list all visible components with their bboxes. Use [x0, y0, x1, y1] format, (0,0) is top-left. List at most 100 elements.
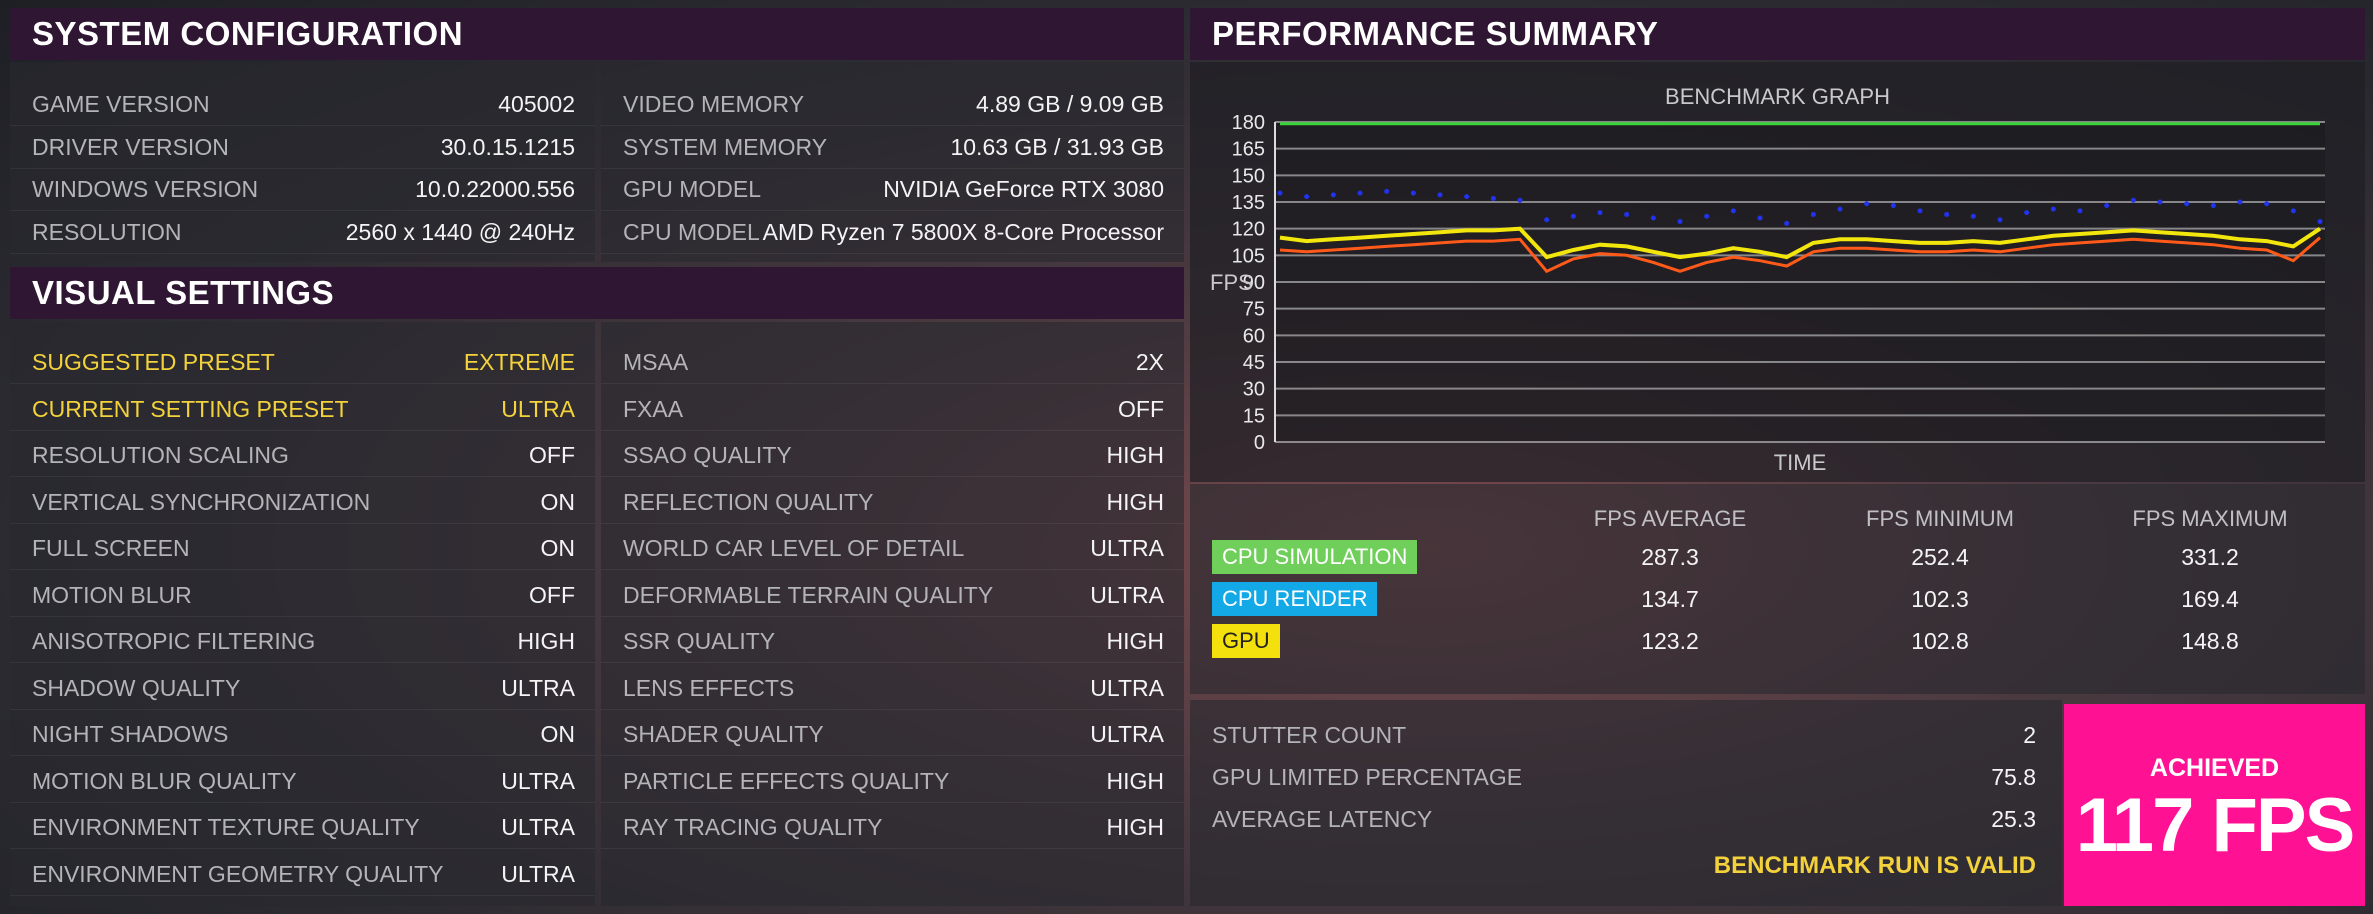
stat-value: 123.2: [1641, 628, 1699, 654]
setting-value: ON: [540, 535, 576, 561]
setting-label: PARTICLE EFFECTS QUALITY: [623, 767, 950, 794]
setting-label: FXAA: [623, 395, 684, 422]
summary-value: 2: [2023, 721, 2036, 748]
cpu-render-point: [1837, 206, 1843, 212]
stat-value: 169.4: [2181, 586, 2239, 612]
summary-label: GPU LIMITED PERCENTAGE: [1212, 763, 1523, 790]
achieved-label: ACHIEVED: [2149, 754, 2280, 782]
stat-value: 102.3: [1911, 586, 1969, 612]
setting-value: HIGH: [1106, 628, 1165, 654]
y-tick-label: 105: [1232, 245, 1265, 267]
x-axis-label: TIME: [1774, 450, 1827, 475]
cpu-render-point: [1277, 190, 1283, 196]
setting-label: MSAA: [623, 349, 689, 375]
setting-row: VERTICAL SYNCHRONIZATION ON: [10, 482, 595, 524]
visual-settings-header: VISUAL SETTINGS: [10, 267, 1184, 319]
cpu-render-point: [1944, 211, 1950, 217]
cpu-render-point: [2130, 197, 2136, 203]
stat-value: 287.3: [1641, 544, 1699, 570]
setting-row: PARTICLE EFFECTS QUALITY HIGH: [601, 761, 1184, 803]
benchmark-valid-text: BENCHMARK RUN IS VALID: [1713, 852, 2036, 879]
cpu-render-point: [2237, 199, 2243, 205]
setting-value: OFF: [1118, 395, 1164, 422]
setting-value: HIGH: [1106, 488, 1165, 515]
setting-row: WINDOWS VERSION 10.0.22000.556: [10, 169, 595, 211]
setting-value: 4.89 GB / 9.09 GB: [976, 91, 1164, 117]
setting-label: MOTION BLUR: [32, 581, 192, 608]
setting-label: MOTION BLUR QUALITY: [32, 767, 297, 794]
y-tick-label: 0: [1254, 432, 1265, 454]
visual-settings-left-panel: SUGGESTED PRESET EXTREME CURRENT SETTING P…: [10, 322, 595, 906]
run-summary-panel: STUTTER COUNT 2 GPU LIMITED PERCENTAGE 7…: [1190, 700, 2062, 906]
cpu-render-point: [1810, 211, 1816, 217]
setting-label: ANISOTROPIC FILTERING: [32, 628, 316, 654]
setting-row: GAME VERSION 405002: [10, 84, 595, 126]
setting-label: VIDEO MEMORY: [623, 91, 805, 117]
achieved-fps-badge: ACHIEVED 117 FPS: [2064, 704, 2365, 906]
cpu-render-point: [1784, 220, 1790, 226]
setting-label: CURRENT SETTING PRESET: [32, 395, 349, 422]
setting-row: SSAO QUALITY HIGH: [601, 435, 1184, 477]
stat-column-header: FPS AVERAGE: [1593, 506, 1747, 531]
setting-row: SSR QUALITY HIGH: [601, 621, 1184, 663]
setting-row: DRIVER VERSION 30.0.15.1215: [10, 127, 595, 169]
setting-value: ON: [540, 721, 576, 747]
cpu-render-point: [1384, 188, 1390, 194]
cpu-render-point: [1677, 219, 1683, 225]
setting-label: SSR QUALITY: [623, 628, 776, 654]
y-axis-label: FPS: [1210, 270, 1253, 295]
y-tick-label: 165: [1232, 139, 1265, 161]
cpu-render-point: [2077, 208, 2083, 214]
setting-value: ULTRA: [501, 674, 575, 701]
setting-label: VERTICAL SYNCHRONIZATION: [32, 488, 371, 515]
setting-value: HIGH: [1106, 814, 1165, 840]
y-tick-label: 15: [1243, 405, 1265, 427]
setting-row: ANISOTROPIC FILTERING HIGH: [10, 621, 595, 663]
y-tick-label: 150: [1232, 165, 1265, 187]
setting-row: ENVIRONMENT TEXTURE QUALITY ULTRA: [10, 807, 595, 849]
cpu-render-point: [1570, 213, 1576, 219]
cpu-render-point: [1624, 211, 1630, 217]
summary-label: STUTTER COUNT: [1212, 721, 1407, 748]
setting-value: ULTRA: [1090, 535, 1164, 561]
setting-row: RESOLUTION SCALING OFF: [10, 435, 595, 477]
setting-value: HIGH: [517, 628, 576, 654]
setting-label: SYSTEM MEMORY: [623, 133, 828, 160]
summary-value: 25.3: [1991, 805, 2036, 832]
performance-summary-header: PERFORMANCE SUMMARY: [1190, 8, 2365, 60]
setting-value: ULTRA: [501, 860, 575, 887]
cpu-render-point: [1704, 213, 1710, 219]
stat-series-badge: GPU: [1212, 624, 1280, 658]
setting-value: ULTRA: [501, 767, 575, 794]
cpu-render-point: [1890, 203, 1896, 209]
cpu-render-point: [2264, 201, 2270, 207]
cpu-render-point: [1304, 194, 1310, 200]
cpu-render-point: [1864, 201, 1870, 207]
y-tick-label: 90: [1243, 272, 1265, 294]
setting-row: RESOLUTION 2560 x 1440 @ 240Hz: [10, 212, 595, 254]
setting-row: WORLD CAR LEVEL OF DETAIL ULTRA: [601, 528, 1184, 570]
cpu-render-point: [1437, 192, 1443, 198]
cpu-render-point: [2050, 206, 2056, 212]
y-tick-label: 75: [1243, 299, 1265, 321]
cpu-render-point: [1544, 217, 1550, 223]
system-config-left-panel: GAME VERSION 405002 DRIVER VERSION 30.0.15.…: [10, 62, 595, 262]
setting-value: ULTRA: [501, 814, 575, 840]
setting-label: CPU MODEL: [623, 218, 760, 245]
setting-label: WORLD CAR LEVEL OF DETAIL: [623, 535, 965, 561]
cpu-render-point: [1970, 213, 1976, 219]
setting-row: MOTION BLUR QUALITY ULTRA: [10, 761, 595, 803]
setting-value: HIGH: [1106, 442, 1165, 468]
cpu-render-point: [1730, 208, 1736, 214]
stat-value: 252.4: [1911, 544, 1969, 570]
setting-value: ULTRA: [1090, 721, 1164, 747]
y-tick-label: 180: [1232, 112, 1265, 134]
stat-series-badge: CPU RENDER: [1212, 582, 1378, 616]
summary-value: 75.8: [1991, 763, 2036, 790]
cpu-render-point: [2290, 208, 2296, 214]
setting-row: LENS EFFECTS ULTRA: [601, 668, 1184, 710]
setting-row: VIDEO MEMORY 4.89 GB / 9.09 GB: [601, 84, 1184, 126]
fps-stats-panel: FPS AVERAGE FPS MINIMUM FPS MAXIMUM CPU SIM…: [1190, 484, 2365, 694]
stat-value: 331.2: [2181, 544, 2239, 570]
setting-row: NIGHT SHADOWS ON: [10, 714, 595, 756]
